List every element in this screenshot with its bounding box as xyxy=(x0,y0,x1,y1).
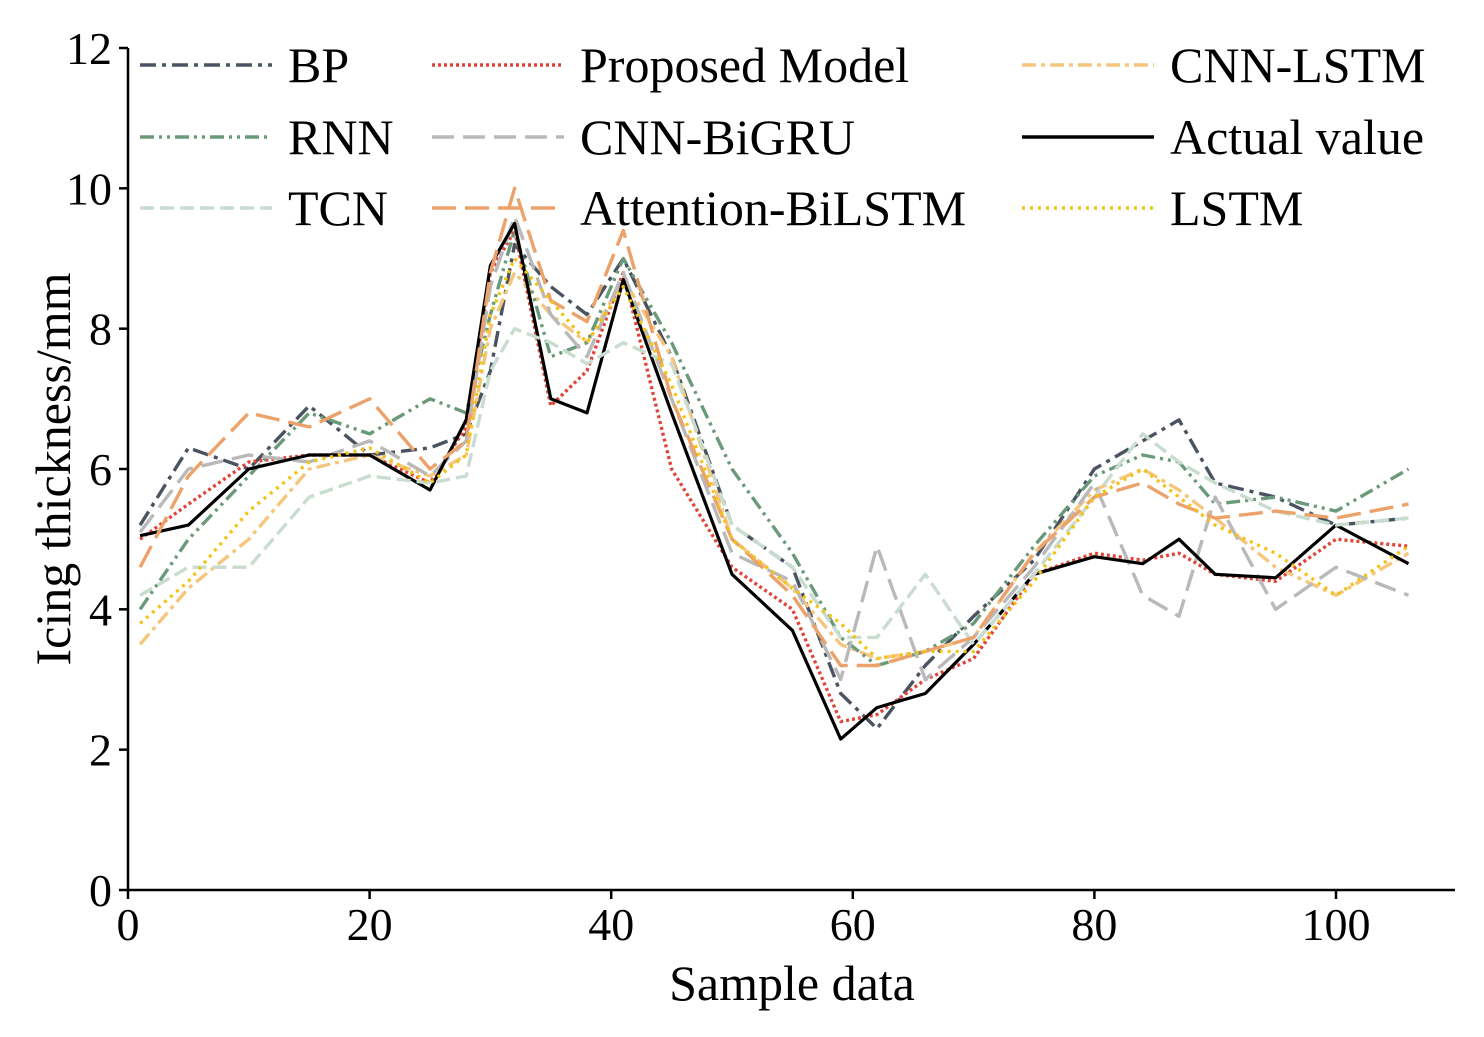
legend-label-attention-bilstm: Attention-BiLSTM xyxy=(580,180,966,236)
legend-label-bp: BP xyxy=(288,37,349,93)
x-tick-label: 40 xyxy=(588,899,634,950)
y-tick-label: 0 xyxy=(89,865,112,916)
legend-label-lstm: LSTM xyxy=(1170,180,1303,236)
y-tick-label: 2 xyxy=(89,725,112,776)
legend-label-tcn: TCN xyxy=(288,180,388,236)
legend-label-cnn-lstm: CNN-LSTM xyxy=(1170,37,1426,93)
axes xyxy=(126,48,1455,892)
y-ticks: 0 2 4 6 8 10 12 xyxy=(66,23,128,916)
legend-label-cnn-bigru: CNN-BiGRU xyxy=(580,109,855,165)
x-tick-label: 60 xyxy=(830,899,876,950)
x-ticks: 0 20 40 60 80 100 xyxy=(117,890,1371,950)
series-line-proposed-model xyxy=(139,228,1409,724)
y-axis-label: Icing thickness/mm xyxy=(25,272,81,665)
legend-label-actual-value: Actual value xyxy=(1170,109,1424,165)
legend-label-proposed-model: Proposed Model xyxy=(580,37,909,93)
series-lines xyxy=(138,186,1410,741)
series-line-actual-value xyxy=(139,221,1410,741)
x-tick-label: 100 xyxy=(1302,899,1371,950)
x-tick-label: 20 xyxy=(347,899,393,950)
x-tick-label: 80 xyxy=(1071,899,1117,950)
series-line-cnn-lstm xyxy=(138,270,1410,661)
x-axis-label: Sample data xyxy=(669,955,915,1011)
y-tick-label: 12 xyxy=(66,23,112,74)
series-line-attention-bilstm xyxy=(138,186,1409,668)
y-tick-label: 4 xyxy=(89,584,112,635)
series-line-bp xyxy=(138,242,1409,731)
y-tick-label: 6 xyxy=(89,444,112,495)
y-tick-label: 10 xyxy=(66,163,112,214)
x-tick-label: 0 xyxy=(117,899,140,950)
series-line-cnn-bigru xyxy=(138,214,1410,682)
series-line-rnn xyxy=(138,228,1410,668)
y-tick-label: 8 xyxy=(89,304,112,355)
legend: BP RNN TCN Proposed Model CNN-BiGRU Attention… xyxy=(140,37,1426,236)
legend-label-rnn: RNN xyxy=(288,109,394,165)
series-line-tcn xyxy=(139,327,1409,647)
